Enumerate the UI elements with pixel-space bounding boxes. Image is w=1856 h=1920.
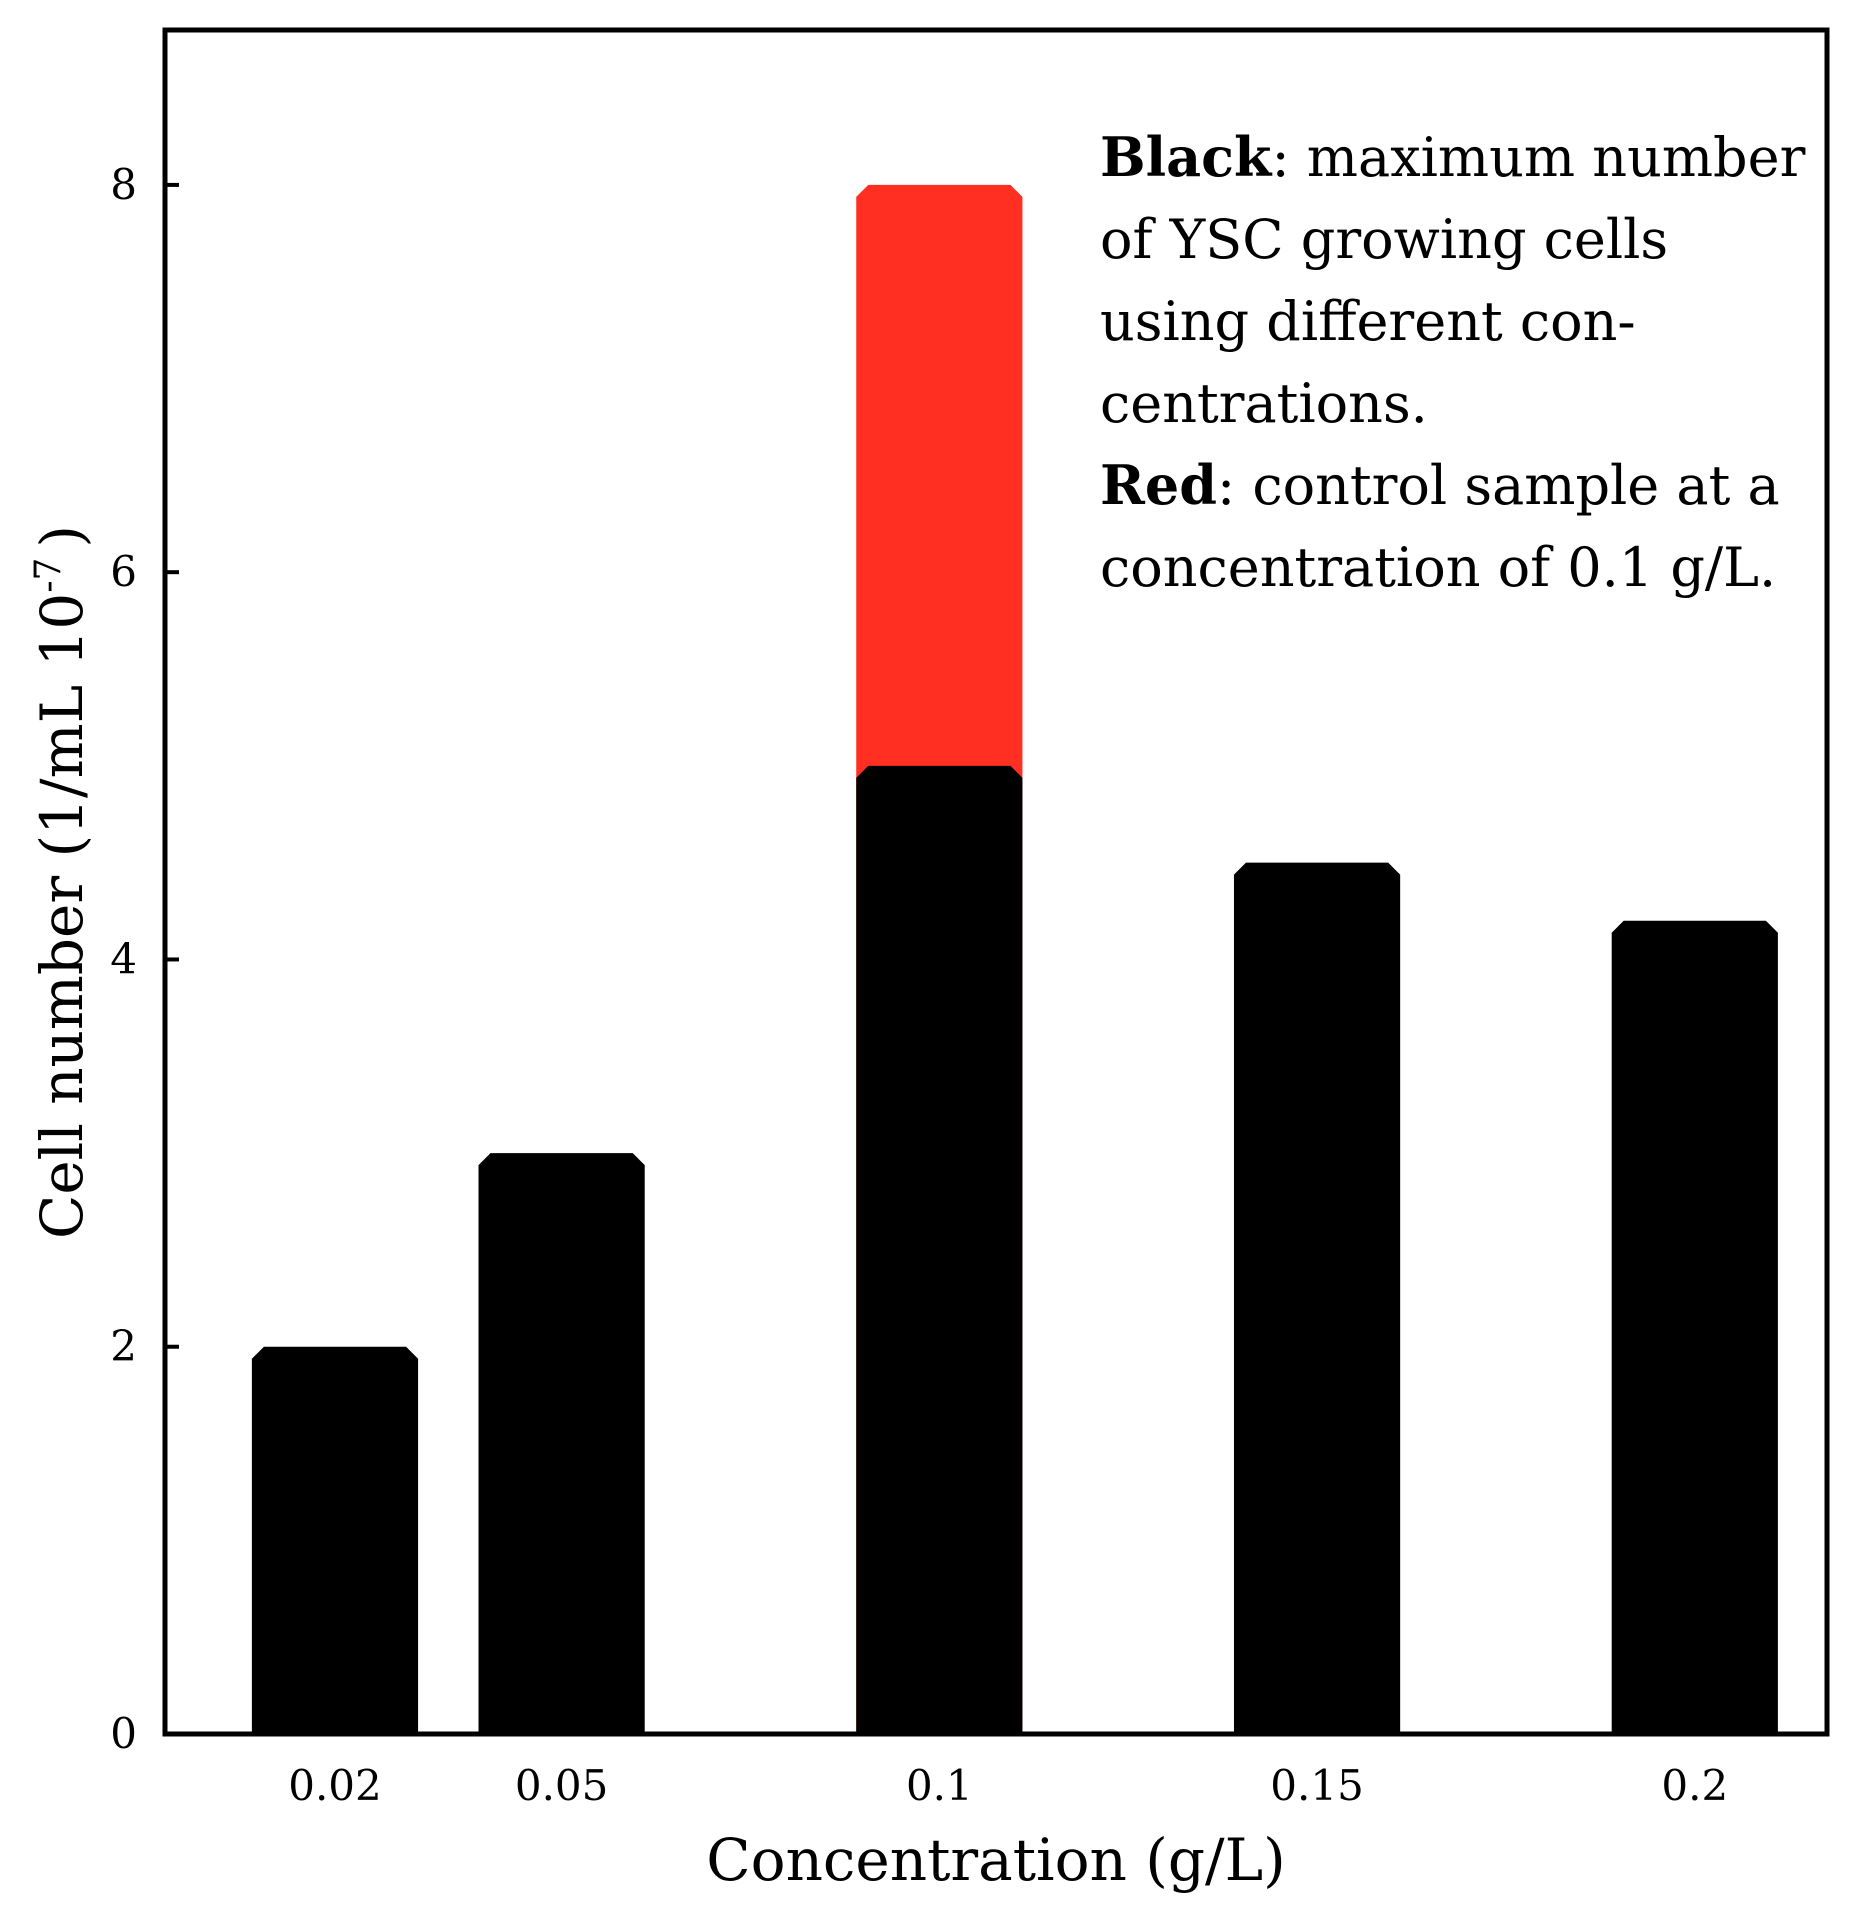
y-tick-label: 0 xyxy=(110,1709,137,1758)
y-tick-label: 8 xyxy=(110,160,137,209)
legend-line: Black: maximum number xyxy=(1100,125,1806,189)
y-ticks: 0 2 4 6 8 xyxy=(110,160,179,1758)
x-tick-label: 0.05 xyxy=(515,1761,609,1810)
legend-bold-label: Black xyxy=(1100,125,1273,189)
x-ticks: 0.02 0.05 0.1 0.15 0.2 xyxy=(288,1761,1728,1810)
x-tick-label: 0.02 xyxy=(288,1761,382,1810)
bar-black-0.05 xyxy=(478,1153,645,1734)
legend-line: centrations. xyxy=(1100,372,1428,435)
bar-black-0.15 xyxy=(1233,862,1401,1734)
y-axis-title-close: ) xyxy=(28,525,96,548)
y-axis-title-main: Cell number (1/mL 10 xyxy=(28,593,96,1239)
bar-black-0.02 xyxy=(251,1346,419,1734)
legend-line-text: : maximum number xyxy=(1271,126,1805,189)
legend-annotation: Black: maximum number of YSC growing cell… xyxy=(1100,125,1806,599)
x-tick-label: 0.1 xyxy=(906,1761,973,1810)
x-tick-label: 0.2 xyxy=(1661,1761,1728,1810)
y-axis-title: Cell number (1/mL 10-7) xyxy=(28,525,96,1239)
legend-line: Red: control sample at a xyxy=(1100,453,1780,517)
y-axis-title-exponent: -7 xyxy=(28,558,69,593)
x-axis-title: Concentration (g/L) xyxy=(706,1826,1285,1894)
plot-frame xyxy=(162,27,1830,1737)
legend-line: concentration of 0.1 g/L. xyxy=(1100,536,1776,599)
bar-black-0.1 xyxy=(856,765,1023,1734)
bars-layer xyxy=(251,184,1778,1735)
legend-bold-label: Red xyxy=(1100,453,1217,517)
legend-line: of YSC growing cells xyxy=(1100,208,1668,271)
y-tick-label: 4 xyxy=(110,934,137,983)
legend-line: using different con- xyxy=(1100,290,1636,353)
legend-line-text: : control sample at a xyxy=(1217,454,1780,517)
x-tick-label: 0.15 xyxy=(1270,1761,1364,1810)
y-tick-label: 2 xyxy=(110,1322,137,1371)
bar-black-0.2 xyxy=(1611,920,1778,1734)
y-tick-label: 6 xyxy=(110,547,137,596)
